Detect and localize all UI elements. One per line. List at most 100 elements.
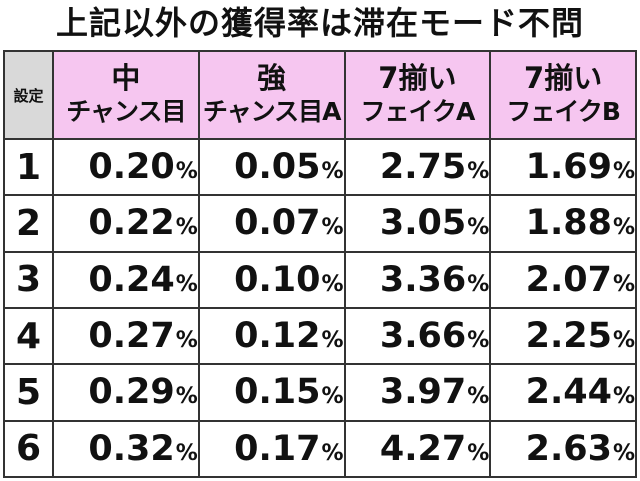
rate-value: 0.05 <box>234 147 321 188</box>
rate-value: 3.97 <box>379 372 467 413</box>
rate-cell: 3.97% <box>343 363 492 422</box>
table-header-row: 設定 中 チャンス目 強 チャンス目A 7揃い フェイクA 7揃い フェイクB <box>3 50 637 140</box>
percent-unit: % <box>467 159 490 185</box>
percent-unit: % <box>467 328 490 354</box>
percent-unit: % <box>467 215 490 241</box>
rate-value: 2.63 <box>525 428 612 469</box>
rate-cell: 3.66% <box>343 306 492 366</box>
column-header-line1: 強 <box>257 61 287 95</box>
table-row: 3 0.24% 0.10% 3.36% 2.07% <box>3 250 637 309</box>
percent-unit: % <box>612 440 635 466</box>
column-header-line1: 中 <box>111 61 141 95</box>
rate-value: 2.75 <box>379 147 467 188</box>
percent-unit: % <box>321 328 344 354</box>
rate-value: 2.44 <box>525 372 612 413</box>
percent-unit: % <box>612 215 635 241</box>
percent-unit: % <box>467 440 490 466</box>
rate-value: 1.69 <box>525 147 612 188</box>
table-body: 1 0.20% 0.05% 2.75% 1.69% 2 0.22% 0.07% 3.05% 1.8… <box>3 137 637 479</box>
rate-value: 2.07 <box>525 259 612 300</box>
rate-value: 3.66 <box>379 316 467 357</box>
percent-unit: % <box>175 328 198 354</box>
column-header-seven-fake-a: 7揃い フェイクA <box>343 50 492 140</box>
rate-value: 0.32 <box>88 428 175 469</box>
column-header-line1: 7揃い <box>524 61 603 95</box>
rate-value: 0.20 <box>88 147 175 188</box>
column-header-line1: 7揃い <box>378 61 457 95</box>
column-header-chu-chance: 中 チャンス目 <box>52 50 200 140</box>
rate-value: 0.27 <box>88 316 175 357</box>
rate-value: 4.27 <box>379 428 467 469</box>
rate-cell: 0.32% <box>52 419 200 479</box>
rate-cell: 2.75% <box>343 137 492 197</box>
table-row: 6 0.32% 0.17% 4.27% 2.63% <box>3 419 637 479</box>
percent-unit: % <box>612 159 635 185</box>
column-header-kyo-chance-a: 強 チャンス目A <box>197 50 346 140</box>
percent-unit: % <box>612 271 635 297</box>
rate-cell: 2.07% <box>489 250 637 309</box>
rate-cell: 2.63% <box>489 419 637 479</box>
rate-cell: 0.27% <box>52 306 200 366</box>
setting-cell: 6 <box>3 419 54 479</box>
rate-cell: 3.05% <box>343 194 492 253</box>
column-header-line2: チャンス目 <box>66 97 186 126</box>
percent-unit: % <box>321 215 344 241</box>
rate-cell: 0.12% <box>197 306 346 366</box>
rate-value: 0.10 <box>234 259 321 300</box>
rate-cell: 2.44% <box>489 363 637 422</box>
table-row: 5 0.29% 0.15% 3.97% 2.44% <box>3 363 637 422</box>
percent-unit: % <box>467 384 490 410</box>
percent-unit: % <box>321 384 344 410</box>
page-title: 上記以外の獲得率は滞在モード不問 <box>55 4 584 42</box>
rate-cell: 0.07% <box>197 194 346 253</box>
setting-column-header: 設定 <box>3 50 54 140</box>
table-row: 1 0.20% 0.05% 2.75% 1.69% <box>3 137 637 197</box>
rate-cell: 0.17% <box>197 419 346 479</box>
setting-cell: 1 <box>3 137 54 197</box>
column-header-line2: フェイクB <box>506 97 621 126</box>
rate-cell: 2.25% <box>489 306 637 366</box>
percent-unit: % <box>175 440 198 466</box>
rate-cell: 0.24% <box>52 250 200 309</box>
percent-unit: % <box>175 215 198 241</box>
rate-cell: 0.29% <box>52 363 200 422</box>
rate-value: 2.25 <box>525 316 612 357</box>
rate-value: 0.29 <box>88 372 175 413</box>
setting-cell: 4 <box>3 306 54 366</box>
percent-unit: % <box>321 440 344 466</box>
column-header-line2: フェイクA <box>360 97 475 126</box>
table-row: 4 0.27% 0.12% 3.66% 2.25% <box>3 306 637 366</box>
setting-cell: 2 <box>3 194 54 253</box>
rates-table: 設定 中 チャンス目 強 チャンス目A 7揃い フェイクA 7揃い フェイクB … <box>3 50 637 479</box>
rate-cell: 1.69% <box>489 137 637 197</box>
rate-cell: 1.88% <box>489 194 637 253</box>
rate-cell: 0.15% <box>197 363 346 422</box>
rate-value: 0.24 <box>88 259 175 300</box>
rate-cell: 0.22% <box>52 194 200 253</box>
percent-unit: % <box>612 384 635 410</box>
rate-cell: 0.20% <box>52 137 200 197</box>
rate-cell: 0.05% <box>197 137 346 197</box>
percent-unit: % <box>321 271 344 297</box>
rate-value: 3.36 <box>379 259 467 300</box>
rate-value: 3.05 <box>379 203 467 244</box>
percent-unit: % <box>175 384 198 410</box>
percent-unit: % <box>321 159 344 185</box>
column-header-line2: チャンス目A <box>202 97 342 126</box>
rate-cell: 0.10% <box>197 250 346 309</box>
percent-unit: % <box>175 159 198 185</box>
rate-value: 0.22 <box>88 203 175 244</box>
percent-unit: % <box>612 328 635 354</box>
rate-value: 0.17 <box>234 428 321 469</box>
setting-cell: 5 <box>3 363 54 422</box>
percent-unit: % <box>175 271 198 297</box>
rate-value: 1.88 <box>525 203 612 244</box>
rate-cell: 3.36% <box>343 250 492 309</box>
setting-cell: 3 <box>3 250 54 309</box>
rate-cell: 4.27% <box>343 419 492 479</box>
rate-value: 0.15 <box>234 372 321 413</box>
percent-unit: % <box>467 271 490 297</box>
column-header-seven-fake-b: 7揃い フェイクB <box>489 50 637 140</box>
table-row: 2 0.22% 0.07% 3.05% 1.88% <box>3 194 637 253</box>
rate-value: 0.12 <box>234 316 321 357</box>
